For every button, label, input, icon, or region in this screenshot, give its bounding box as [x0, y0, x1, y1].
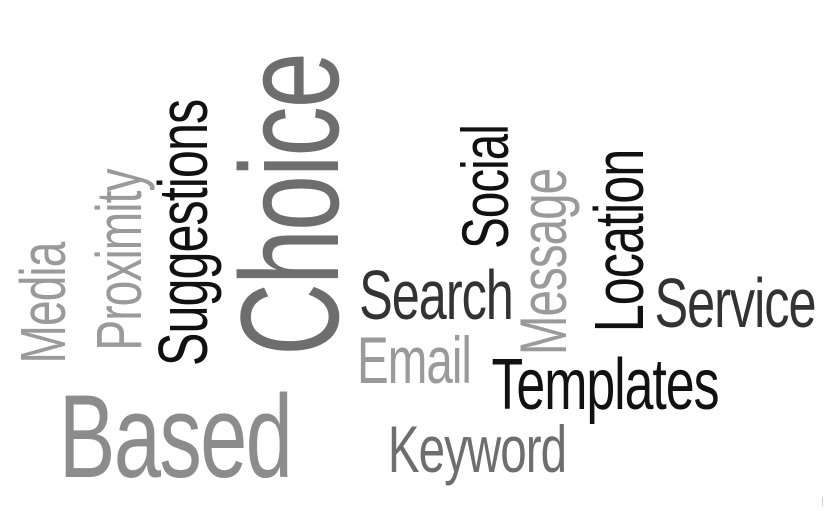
word-email: Email: [356, 323, 472, 397]
word-service: Service: [654, 264, 816, 342]
word-media: Media: [7, 242, 79, 364]
word-search: Search: [359, 256, 514, 334]
word-choice: Choice: [211, 54, 368, 356]
word-message: Message: [506, 168, 580, 356]
word-suggestions: Suggestions: [144, 99, 222, 367]
word-based: Based: [58, 371, 293, 503]
word-keyword: Keyword: [387, 412, 567, 486]
word-templates: Templates: [491, 345, 720, 425]
word-proximity: Proximity: [83, 169, 155, 351]
edge-tick-mark: [822, 497, 823, 506]
word-location: Location: [580, 149, 658, 333]
